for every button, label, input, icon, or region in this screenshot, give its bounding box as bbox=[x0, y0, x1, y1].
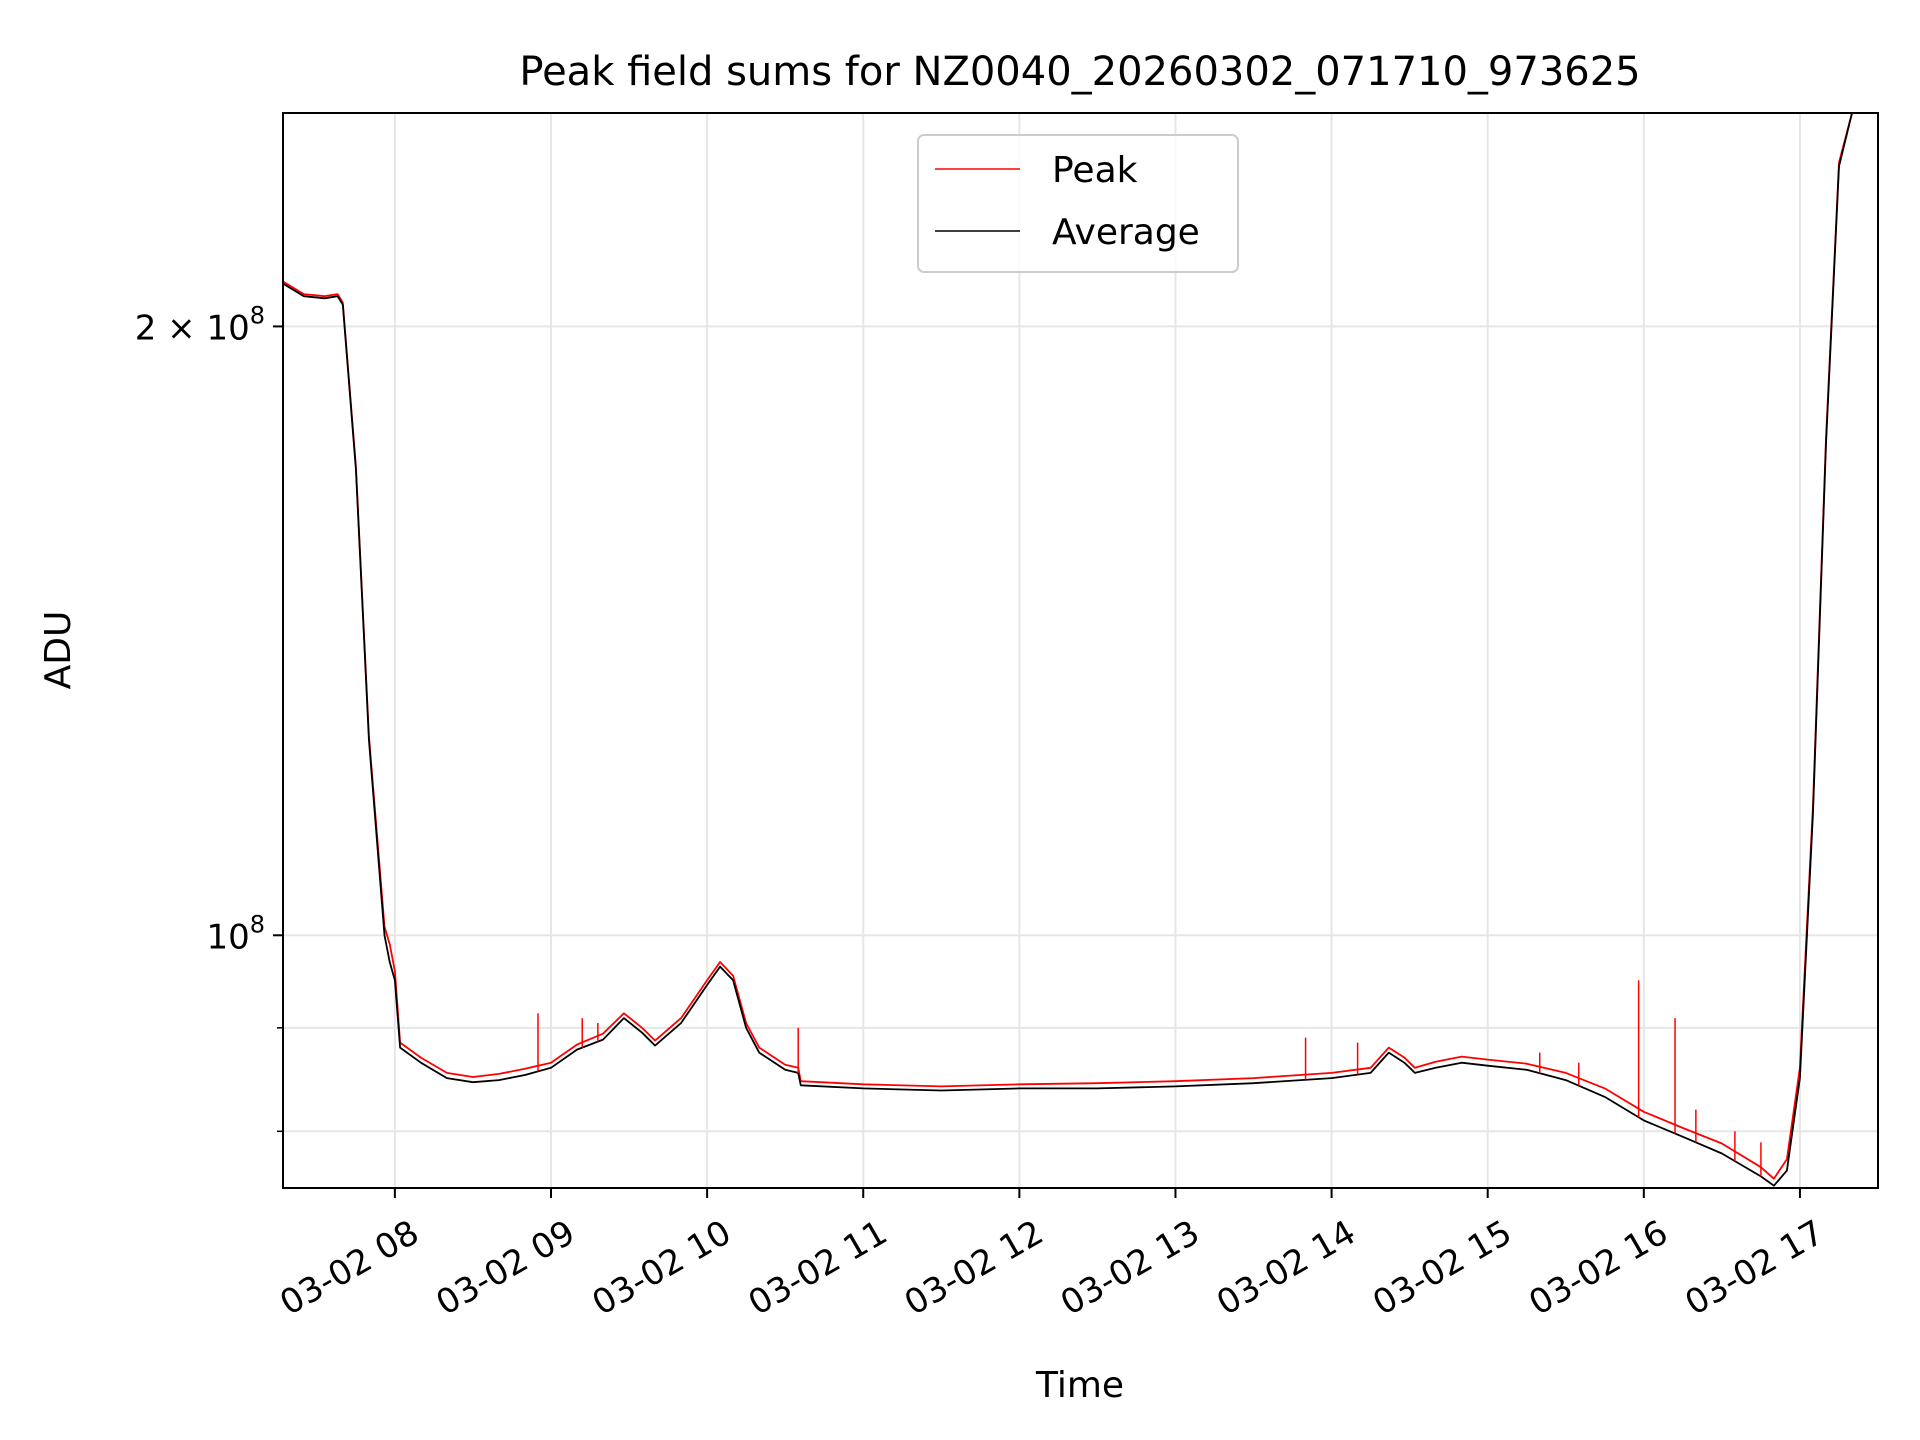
plot-frame bbox=[282, 112, 1879, 1189]
grid bbox=[283, 113, 1878, 1188]
legend-label-peak: Peak bbox=[1052, 150, 1138, 191]
y-tick-label: 2 × 108 bbox=[135, 301, 265, 348]
legend: Peak Average bbox=[917, 134, 1239, 273]
x-axis-label: Time bbox=[1035, 1365, 1124, 1406]
chart-title: Peak field sums for NZ0040_20260302_0717… bbox=[519, 49, 1640, 95]
series-line-average bbox=[282, 112, 1878, 1187]
y-axis-label: ADU bbox=[38, 611, 79, 690]
series-layer bbox=[282, 112, 1878, 1187]
y-tick-label: 108 bbox=[206, 910, 265, 957]
legend-label-average: Average bbox=[1052, 212, 1200, 253]
